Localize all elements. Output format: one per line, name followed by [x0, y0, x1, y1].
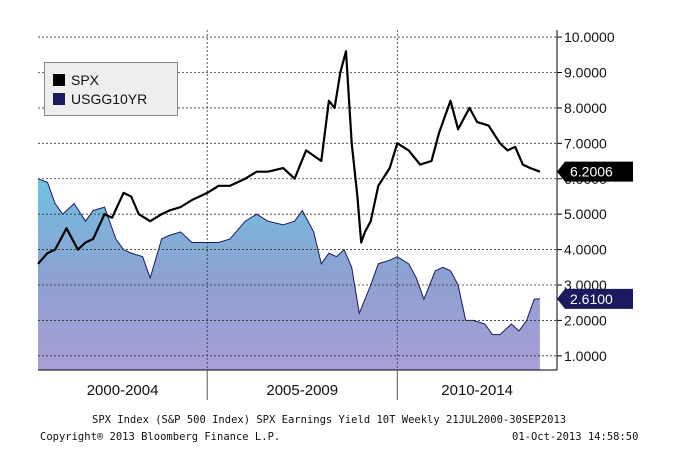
- y-tick-label: 4.0000: [564, 242, 607, 258]
- footer-timestamp: 01-Oct-2013 14:58:50: [512, 431, 639, 443]
- footer-copyright: Copyright® 2013 Bloomberg Finance L.P.: [40, 431, 281, 443]
- legend-label-spx: SPX: [71, 72, 100, 88]
- legend-item-usgg10yr: USGG10YR: [53, 90, 147, 108]
- y-tick-label: 7.0000: [564, 135, 607, 151]
- axis-layer: [38, 30, 562, 400]
- y-tick-label: 10.0000: [564, 29, 615, 45]
- y-tick-label: 5.0000: [564, 206, 607, 222]
- spx-last-value-tag-text: 6.2006: [570, 164, 613, 180]
- label-layer: 10.00009.00008.00007.00006.00005.00004.0…: [87, 29, 633, 399]
- legend-swatch-spx: [53, 74, 65, 86]
- spx-line: [37, 50, 541, 265]
- usgg10yr-area: [38, 178, 540, 370]
- y-tick-label: 8.0000: [564, 100, 607, 116]
- y-tick-label: 9.0000: [564, 65, 607, 81]
- spx-last-value-tag-bg: [557, 161, 633, 182]
- spx-last-value-tag: 6.2006: [557, 161, 633, 182]
- x-period-label: 2005-2009: [266, 382, 338, 399]
- legend-item-spx: SPX: [53, 71, 99, 89]
- y-tick-label: 1.0000: [564, 348, 607, 364]
- x-period-label: 2010-2014: [441, 382, 513, 399]
- legend-swatch-usgg10yr: [53, 93, 65, 105]
- y-tick-label: 2.0000: [564, 312, 607, 328]
- usgg10yr-last-value-tag-text: 2.6100: [570, 291, 613, 307]
- footer-description: SPX Index (S&P 500 Index) SPX Earnings Y…: [92, 414, 567, 426]
- usgg10yr-last-value-tag-bg: [557, 288, 633, 309]
- line-layer: [37, 50, 541, 265]
- legend: SPX USGG10YR: [44, 62, 178, 116]
- usgg10yr-last-value-tag: 2.6100: [557, 288, 633, 309]
- x-period-label: 2000-2004: [87, 382, 159, 399]
- legend-label-usgg10yr: USGG10YR: [71, 91, 148, 107]
